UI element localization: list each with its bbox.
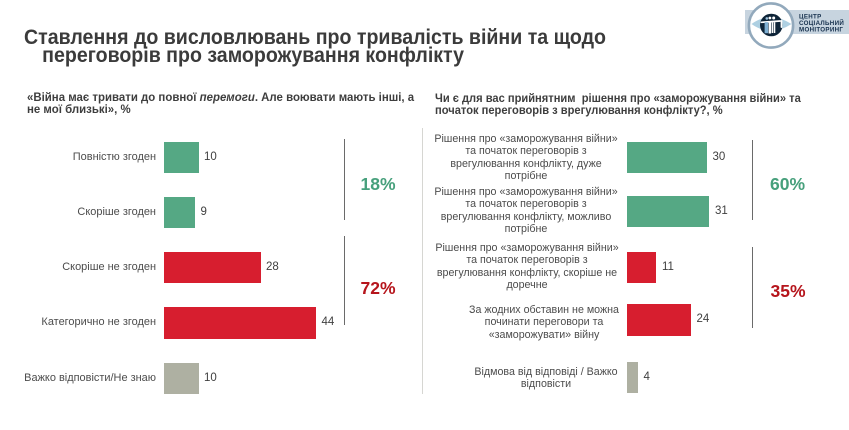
svg-text:МОНІТОРИНГ: МОНІТОРИНГ xyxy=(799,27,843,34)
svg-text:ЦЕНТР: ЦЕНТР xyxy=(799,14,822,21)
svg-text:СОЦІАЛЬНИЙ: СОЦІАЛЬНИЙ xyxy=(799,19,844,27)
